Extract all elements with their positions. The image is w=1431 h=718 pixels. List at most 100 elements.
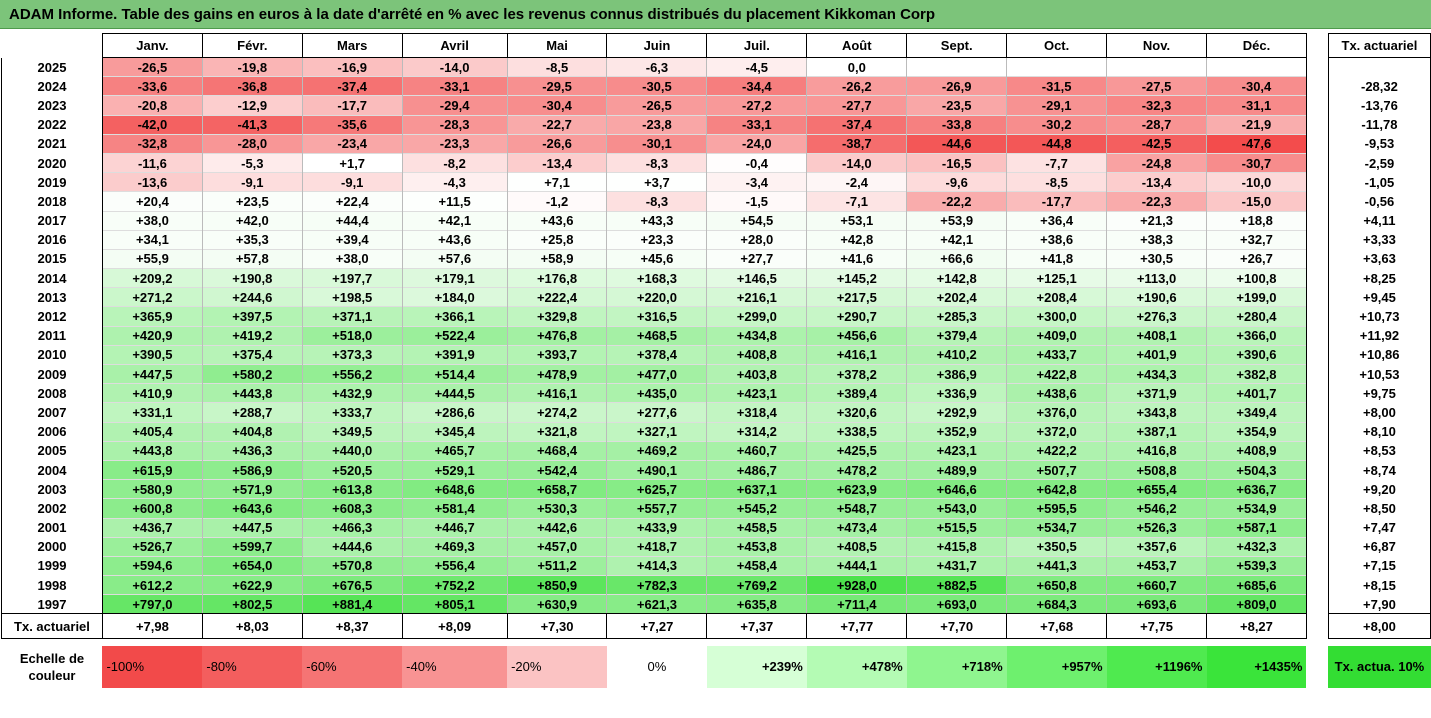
footer-value-cell: +7,27 xyxy=(606,613,708,640)
value-cell: +615,9 xyxy=(101,459,203,480)
value-cell: +43,3 xyxy=(606,210,708,231)
value-cell: -14,0 xyxy=(401,56,508,77)
value-cell: +432,9 xyxy=(301,383,403,403)
value-cell: +408,9 xyxy=(1206,440,1307,461)
table-row: 2014 +209,2 +190,8 +197,7 +179,1 +176,8 +168,3… xyxy=(1,268,1431,288)
value-cell: +490,1 xyxy=(606,459,708,480)
value-cell: +520,5 xyxy=(301,459,403,480)
value-cell: -29,4 xyxy=(401,95,508,116)
value-cell: +511,2 xyxy=(506,555,608,576)
value-cell: +684,3 xyxy=(1006,594,1108,615)
footer-value-cell: +7,37 xyxy=(706,613,808,640)
year-cell: 2007 xyxy=(1,402,103,423)
value-cell: +805,1 xyxy=(401,594,508,615)
table-row: 1998 +612,2 +622,9 +676,5 +752,2 +850,9 +782,3… xyxy=(1,575,1431,595)
value-cell: -30,2 xyxy=(1006,114,1108,135)
value-cell: +57,6 xyxy=(401,248,508,269)
table-row: 2015 +55,9 +57,8 +38,0 +57,6 +58,9 +45,6 +27,7 +… xyxy=(1,248,1431,269)
value-cell: +390,5 xyxy=(101,344,203,365)
value-cell: +316,5 xyxy=(606,306,708,327)
value-cell: +881,4 xyxy=(301,594,403,615)
color-scale-swatch: 0% xyxy=(606,645,707,688)
value-cell: -28,0 xyxy=(201,133,303,154)
table-row: 2018 +20,4 +23,5 +22,4 +11,5 -1,2 -8,3 -1,5 -7,1… xyxy=(1,191,1431,211)
value-cell: +43,6 xyxy=(401,229,508,250)
actuarial-rate-cell: +8,00 xyxy=(1327,402,1431,423)
value-cell: -10,0 xyxy=(1206,172,1307,192)
value-cell: +387,1 xyxy=(1106,421,1207,442)
value-cell: +518,0 xyxy=(301,325,403,346)
footer-rate-cell: +8,00 xyxy=(1327,613,1431,640)
month-header: Avril xyxy=(401,33,508,58)
table-row: 2008 +410,9 +443,8 +432,9 +444,5 +416,1 +435,0… xyxy=(1,383,1431,403)
footer-value-cell: +8,37 xyxy=(301,613,403,640)
year-cell: 2010 xyxy=(1,345,103,365)
footer-value-cell: +7,77 xyxy=(806,613,908,640)
column-gap xyxy=(1306,345,1329,365)
value-cell: +300,0 xyxy=(1006,306,1108,327)
value-cell: +1,7 xyxy=(301,152,403,173)
value-cell: +376,0 xyxy=(1006,402,1108,423)
value-cell: -37,4 xyxy=(806,114,908,135)
value-cell: +373,3 xyxy=(301,344,403,365)
actuarial-rate-cell: +8,74 xyxy=(1327,460,1431,480)
actuarial-header: Tx. actuariel xyxy=(1327,33,1431,58)
actuarial-rate-cell: +9,75 xyxy=(1327,383,1431,403)
column-gap xyxy=(1306,287,1329,307)
value-cell: +546,2 xyxy=(1106,498,1207,518)
value-cell: +410,2 xyxy=(906,344,1008,365)
value-cell: +220,0 xyxy=(606,287,708,307)
value-cell: +54,5 xyxy=(706,210,808,231)
value-cell: +410,9 xyxy=(101,383,203,403)
value-cell: +556,2 xyxy=(301,363,403,384)
column-gap xyxy=(1306,556,1329,576)
actuarial-rate-cell: +10,86 xyxy=(1327,345,1431,365)
value-cell: +30,5 xyxy=(1106,248,1207,269)
year-cell: 2025 xyxy=(1,57,103,77)
value-cell: -8,3 xyxy=(606,152,708,173)
column-gap xyxy=(1306,441,1329,461)
value-cell: +416,8 xyxy=(1106,440,1207,461)
month-header: Oct. xyxy=(1006,33,1108,58)
value-cell: +580,9 xyxy=(101,479,203,499)
value-cell: +382,8 xyxy=(1206,363,1307,384)
value-cell: -13,6 xyxy=(101,172,203,192)
value-cell: +655,4 xyxy=(1106,479,1207,499)
value-cell: +145,2 xyxy=(806,268,908,288)
table-row: 1999 +594,6 +654,0 +570,8 +556,4 +511,2 +414,3… xyxy=(1,555,1431,576)
column-gap xyxy=(1306,33,1329,58)
value-cell: +352,9 xyxy=(906,421,1008,442)
value-cell: -15,0 xyxy=(1206,191,1307,211)
value-cell xyxy=(906,56,1008,77)
value-cell: +299,0 xyxy=(706,306,808,327)
color-scale-swatch: -80% xyxy=(202,645,303,688)
value-cell: -22,2 xyxy=(906,191,1008,211)
value-cell: -41,3 xyxy=(201,114,303,135)
color-scale-row: Echelle de couleur -100% -80% -60% -40% -20% 0… xyxy=(2,645,1431,688)
month-header: Déc. xyxy=(1206,33,1307,58)
value-cell: +580,2 xyxy=(201,363,303,384)
value-cell: +444,6 xyxy=(301,536,403,557)
actuarial-rate-cell: +9,20 xyxy=(1327,479,1431,499)
value-cell: +693,0 xyxy=(906,594,1008,615)
value-cell: +27,7 xyxy=(706,248,808,269)
column-gap xyxy=(1306,460,1329,480)
value-cell: +436,3 xyxy=(201,440,303,461)
value-cell: -28,7 xyxy=(1106,114,1207,135)
value-cell: +35,3 xyxy=(201,229,303,250)
value-cell: +58,9 xyxy=(506,248,608,269)
value-cell: +802,5 xyxy=(201,594,303,615)
actuarial-rate-cell: -11,78 xyxy=(1327,115,1431,135)
actuarial-rate-cell: +8,15 xyxy=(1327,575,1431,595)
value-cell: -16,9 xyxy=(301,56,403,77)
footer-value-cell: +7,75 xyxy=(1106,613,1207,640)
gains-table: Janv. Févr. Mars Avril Mai Juin Juil. Août Sept.… xyxy=(1,33,1431,688)
table-row: 2009 +447,5 +580,2 +556,2 +514,4 +478,9 +477,0… xyxy=(1,363,1431,384)
value-cell: +650,8 xyxy=(1006,575,1108,595)
value-cell: +42,0 xyxy=(201,210,303,231)
column-gap xyxy=(1306,422,1329,442)
rate-legend-swatch: Tx. actua. 10% xyxy=(1328,645,1431,688)
actuarial-rate-cell: +9,45 xyxy=(1327,287,1431,307)
value-cell: +18,8 xyxy=(1206,210,1307,231)
value-cell: +329,8 xyxy=(506,306,608,327)
